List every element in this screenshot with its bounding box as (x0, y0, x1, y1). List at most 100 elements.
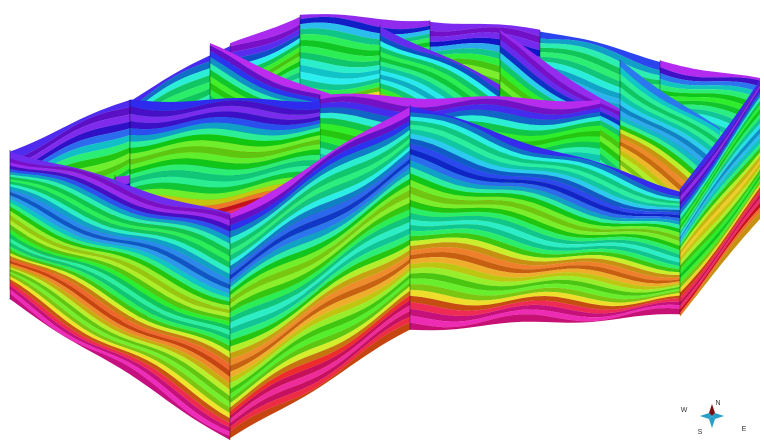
strata-band (10, 202, 230, 302)
strata-band (10, 189, 230, 285)
strata-band (540, 56, 660, 94)
strata-band (320, 96, 600, 115)
strata-band (660, 60, 760, 81)
strata-band (230, 33, 300, 66)
strata-band (300, 16, 430, 35)
strata-band (230, 244, 410, 354)
strata-band (10, 128, 130, 185)
strata-band (410, 228, 680, 270)
fence-wall (679, 80, 760, 317)
strata-band (380, 40, 520, 117)
strata-band (380, 26, 520, 105)
strata-band (680, 143, 760, 247)
strata-band (10, 293, 230, 440)
strata-band (660, 84, 760, 105)
strata-band (230, 158, 410, 280)
compass-needle-east (712, 413, 724, 419)
strata-band (10, 135, 130, 191)
strata-band (680, 166, 760, 266)
compass-north: N (715, 400, 720, 407)
strata-band (10, 141, 130, 196)
strata-band (410, 295, 680, 311)
strata-band (10, 147, 130, 201)
strata-band (680, 109, 760, 230)
strata-band (10, 186, 230, 280)
strata-band (410, 133, 680, 210)
strata-band (620, 66, 720, 136)
strata-band (620, 115, 720, 187)
compass-west: W (681, 407, 688, 414)
strata-band (680, 194, 760, 306)
strata-band (410, 213, 680, 259)
strata-band (10, 151, 230, 215)
fence-wall (409, 105, 680, 331)
strata-band (680, 212, 760, 317)
strata-band (230, 154, 410, 276)
strata-band (410, 237, 680, 275)
strata-band (410, 262, 680, 290)
strata-band (10, 273, 230, 414)
strata-band (130, 100, 320, 117)
strata-band (410, 160, 680, 225)
strata-band (410, 186, 680, 242)
strata-band (210, 45, 330, 103)
strata-band (10, 195, 230, 294)
strata-band (10, 229, 230, 326)
strata-band (10, 206, 230, 306)
strata-band (130, 177, 320, 200)
strata-band (10, 276, 230, 419)
strata-band (410, 138, 680, 213)
strata-band (230, 115, 410, 226)
strata-band (660, 89, 760, 112)
compass-east: E (742, 426, 747, 433)
strata-band (500, 30, 620, 112)
strata-band (430, 43, 540, 64)
strata-band (10, 165, 230, 232)
strata-band (620, 154, 720, 235)
strata-band (410, 193, 680, 246)
strata-band (10, 279, 230, 423)
strata-band (680, 156, 760, 255)
strata-band (620, 105, 720, 173)
strata-band (10, 181, 230, 269)
strata-band (130, 165, 320, 189)
strata-band (410, 179, 680, 238)
strata-band (680, 90, 760, 211)
strata-band (410, 129, 680, 208)
strata-band (620, 99, 720, 167)
strata-band (680, 175, 760, 279)
strata-band (620, 59, 720, 131)
strata-band (230, 254, 410, 366)
strata-band (410, 148, 680, 219)
strata-band (410, 120, 680, 204)
strata-band (300, 14, 430, 30)
strata-band (230, 228, 410, 335)
strata-band (10, 192, 230, 290)
strata-band (230, 270, 410, 389)
strata-band (680, 152, 760, 252)
strata-band (410, 298, 680, 316)
strata-band (380, 34, 520, 111)
strata-band (410, 154, 680, 222)
strata-band (680, 85, 760, 202)
strata-band (230, 106, 410, 219)
strata-band (680, 202, 760, 313)
strata-band (680, 178, 760, 284)
strata-band (680, 82, 760, 197)
strata-band (680, 207, 760, 317)
strata-band (230, 190, 410, 304)
compass-needle-west (700, 413, 712, 419)
strata-band (230, 263, 410, 378)
strata-band (130, 111, 320, 130)
strata-band (130, 131, 320, 154)
strata-band (10, 285, 230, 432)
strata-band (680, 172, 760, 275)
strata-band (130, 135, 320, 160)
strata-band (680, 93, 760, 215)
strata-band (130, 160, 320, 184)
strata-band (620, 159, 720, 239)
strata-band (230, 129, 410, 244)
strata-band (620, 80, 720, 148)
strata-band (230, 184, 410, 300)
